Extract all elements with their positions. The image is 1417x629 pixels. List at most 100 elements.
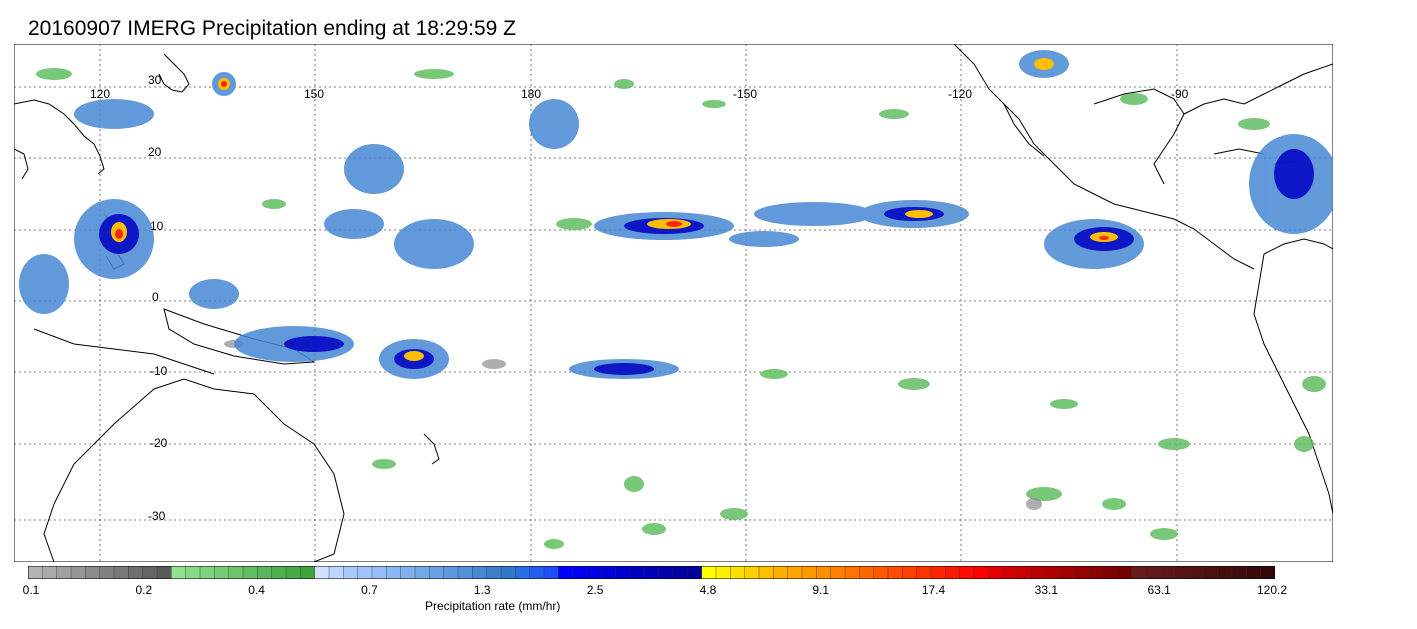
colorbar-swatch: [1246, 566, 1262, 579]
colorbar-swatch: [214, 566, 230, 579]
colorbar-swatch: [672, 566, 689, 579]
colorbar-swatch: [185, 566, 201, 579]
colorbar-swatch: [973, 566, 990, 579]
lat-labels: 30 20 10 0 -10 -20 -30: [148, 73, 168, 523]
colorbar-swatch: [1188, 566, 1205, 579]
colorbar-swatch: [400, 566, 416, 579]
lat-label: 10: [150, 219, 164, 233]
colorbar-swatch: [1074, 566, 1090, 579]
colorbar-swatch: [1217, 566, 1233, 579]
colorbar-swatch: [70, 566, 87, 579]
colorbar-swatch: [644, 566, 660, 579]
colorbar-swatch: [472, 566, 488, 579]
colorbar-swatch: [1117, 566, 1133, 579]
colorbar-tick-label: 63.1: [1147, 583, 1171, 597]
colorbar-swatch: [773, 566, 789, 579]
colorbar-swatch: [386, 566, 402, 579]
colorbar-swatch: [28, 566, 44, 579]
colorbar-swatch: [1016, 566, 1033, 579]
colorbar-swatch: [687, 566, 703, 579]
colorbar-title: Precipitation rate (mm/hr): [425, 599, 561, 613]
colorbar-swatch: [1203, 566, 1219, 579]
lon-label: 180: [521, 87, 541, 101]
colorbar-swatch: [1088, 566, 1104, 579]
colorbar-swatch: [801, 566, 818, 579]
colorbar-swatch: [629, 566, 646, 579]
colorbar-swatch: [128, 566, 144, 579]
colorbar-swatch: [859, 566, 875, 579]
colorbar-swatch: [887, 566, 904, 579]
colorbar-swatch: [1031, 566, 1047, 579]
precipitation-map: 120 150 180 -150 -120 -90 30 20 10 0 -10…: [14, 44, 1333, 562]
colorbar-swatch: [1160, 566, 1176, 579]
colorbar-tick-label: 2.5: [586, 583, 604, 597]
colorbar-tick-label: 9.1: [812, 583, 830, 597]
colorbar-swatch: [99, 566, 115, 579]
colorbar-swatch: [1045, 566, 1061, 579]
colorbar-swatch: [844, 566, 861, 579]
colorbar-swatch: [85, 566, 101, 579]
colorbar-swatch: [486, 566, 502, 579]
colorbar-swatch: [314, 566, 330, 579]
colorbar-swatch: [930, 566, 947, 579]
colorbar-swatch: [1260, 566, 1275, 579]
colorbar-swatch: [257, 566, 273, 579]
colorbar-swatch: [572, 566, 588, 579]
colorbar-swatch: [42, 566, 58, 579]
colorbar-swatch: [343, 566, 359, 579]
colorbar-swatch: [228, 566, 244, 579]
lat-label: 30: [148, 73, 162, 87]
colorbar-tick-labels: 0.1 0.2 0.4 0.7 1.3 2.5 4.8 9.1 17.4 33.1 63.1 120.…: [0, 583, 1417, 599]
lon-label: 120: [90, 87, 110, 101]
colorbar-swatch: [56, 566, 72, 579]
colorbar-swatch: [1174, 566, 1190, 579]
colorbar-swatch: [171, 566, 187, 579]
colorbar-swatch: [787, 566, 803, 579]
colorbar-tick-label: 0.4: [248, 583, 265, 597]
colorbar-swatch: [730, 566, 746, 579]
colorbar-tick-label: 0.1: [22, 583, 40, 597]
colorbar-swatch: [271, 566, 287, 579]
colorbar-swatch: [830, 566, 846, 579]
colorbar-tick-label: 17.4: [921, 583, 946, 597]
lon-label: -150: [733, 87, 757, 101]
colorbar-swatch: [500, 566, 517, 579]
colorbar-swatch: [285, 566, 302, 579]
colorbar-swatch: [142, 566, 158, 579]
colorbar-swatch: [543, 566, 560, 579]
lat-label: -10: [150, 364, 168, 378]
colorbar-swatch: [328, 566, 345, 579]
colorbar-swatch: [1059, 566, 1076, 579]
colorbar-swatch: [242, 566, 259, 579]
lat-label: 20: [148, 145, 162, 159]
lat-label: 0: [152, 290, 159, 304]
colorbar-tick-label: 33.1: [1034, 583, 1059, 597]
lon-label: 150: [304, 87, 324, 101]
colorbar-tick-label: 120.2: [1256, 583, 1288, 597]
coastlines: [14, 44, 1333, 562]
colorbar-swatch: [156, 566, 173, 579]
colorbar-swatch: [300, 566, 316, 579]
colorbar-swatch: [371, 566, 388, 579]
colorbar-swatch: [113, 566, 130, 579]
colorbar-swatch: [1131, 566, 1147, 579]
colorbar-swatch: [558, 566, 574, 579]
colorbar-swatch: [429, 566, 445, 579]
colorbar-tick-label: 0.2: [135, 583, 153, 597]
colorbar-swatch: [945, 566, 961, 579]
colorbar-swatch: [715, 566, 732, 579]
map-title: 20160907 IMERG Precipitation ending at 1…: [28, 17, 516, 40]
colorbar-swatch: [758, 566, 775, 579]
lon-labels: 120 150 180 -150 -120 -90: [90, 87, 1189, 101]
colorbar-tick-label: 4.8: [699, 583, 717, 597]
colorbar-swatch: [816, 566, 832, 579]
colorbar-swatch: [443, 566, 459, 579]
colorbar-swatch: [902, 566, 918, 579]
colorbar-swatch: [601, 566, 617, 579]
colorbar-swatch: [457, 566, 474, 579]
colorbar: [28, 566, 1275, 579]
colorbar-swatch: [916, 566, 932, 579]
colorbar-swatch: [701, 566, 717, 579]
colorbar-swatch: [357, 566, 373, 579]
colorbar-swatch: [1145, 566, 1162, 579]
